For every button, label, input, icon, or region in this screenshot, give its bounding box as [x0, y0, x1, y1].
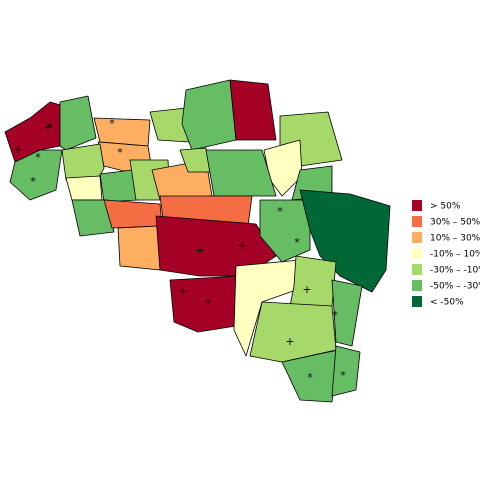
region [65, 175, 103, 201]
region-marker: + [237, 239, 246, 252]
region-marker: * [277, 205, 283, 218]
legend-label: 30% – 50% [430, 218, 480, 228]
legend: > 50% 30% – 50% 10% – 30% -10% – 10% -30% – … [412, 200, 480, 308]
region [289, 255, 337, 307]
legend-swatch [412, 280, 422, 291]
region-marker: * [294, 236, 300, 249]
legend-swatch [412, 248, 422, 259]
legend-label: 10% – 30% [430, 234, 480, 244]
legend-swatch [412, 232, 422, 243]
region [59, 95, 97, 151]
region [181, 79, 237, 151]
region [281, 349, 339, 403]
regions [4, 79, 391, 403]
region-marker: + [203, 295, 212, 308]
region [299, 189, 391, 293]
region [103, 199, 163, 229]
region-marker: * [35, 151, 41, 164]
region [9, 149, 63, 201]
region-marker: + [178, 285, 187, 298]
region [331, 279, 363, 347]
region-marker: * [307, 371, 313, 384]
region [71, 199, 115, 237]
legend-label: -50% – -30% [430, 282, 480, 292]
region-marker: + [285, 335, 294, 348]
region [169, 275, 241, 333]
region [117, 225, 161, 271]
legend-swatch [412, 296, 422, 307]
legend-label: > 50% [430, 202, 461, 212]
legend-label: < -50% [430, 298, 464, 308]
region-marker: * [117, 146, 123, 159]
region-marker: * [47, 121, 53, 134]
region-marker: + [302, 283, 311, 296]
legend-swatch [412, 216, 422, 227]
region-marker: + [195, 244, 204, 257]
region [61, 143, 105, 181]
region-marker: * [332, 309, 338, 322]
legend-swatch [412, 264, 422, 275]
region-marker: * [30, 175, 36, 188]
region-marker: + [13, 143, 22, 156]
legend-label: -10% – 10% [430, 250, 480, 260]
region-marker: * [340, 369, 346, 382]
region [205, 149, 277, 197]
legend-swatch [412, 200, 422, 211]
legend-label: -30% – -10% [430, 266, 480, 276]
region-marker: * [109, 117, 115, 130]
region [331, 345, 361, 397]
markers: *++******** *+ +++++ [13, 117, 346, 384]
region-marker: + [43, 121, 52, 134]
region [93, 117, 151, 147]
region [229, 79, 277, 141]
